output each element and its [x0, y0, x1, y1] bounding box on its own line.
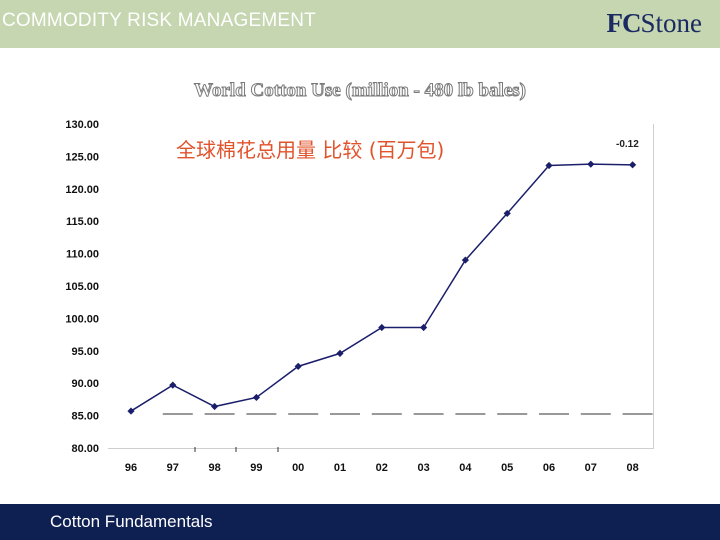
- x-tick-label: 04: [459, 462, 472, 474]
- data-point: [545, 161, 553, 170]
- data-point: [420, 323, 428, 332]
- data-point: [211, 402, 219, 411]
- series-line-path: [130, 163, 633, 412]
- x-tick-label: 08: [626, 462, 638, 474]
- y-tick-label: 115.00: [66, 216, 99, 228]
- data-point: [169, 381, 177, 389]
- y-tick-label: 95.00: [71, 346, 99, 358]
- data-point: [294, 362, 302, 370]
- y-tick-label: 100.00: [65, 313, 99, 325]
- footer-bar: Cotton Fundamentals: [0, 504, 720, 540]
- y-tick-label: 120.00: [65, 184, 99, 196]
- x-tick-label: 97: [167, 462, 179, 474]
- x-tick-label: 03: [417, 462, 429, 474]
- data-point: [252, 393, 260, 402]
- x-tick-label: 96: [125, 462, 137, 474]
- y-tick-label: 105.00: [65, 281, 99, 293]
- header-title: COMMODITY RISK MANAGEMENT: [2, 10, 316, 31]
- x-axis: 96 97 98 99 00 01 02 03 04 05 06 07 08: [125, 462, 639, 474]
- x-tick-label: 00: [292, 462, 304, 474]
- series-line: [127, 160, 637, 415]
- baseline-dashes: [162, 413, 653, 452]
- data-point: [127, 407, 135, 415]
- y-tick-label: 80.00: [71, 443, 99, 455]
- data-point: [629, 161, 637, 169]
- x-tick-label: 06: [543, 462, 555, 474]
- logo-stone-text: Stone: [640, 8, 702, 38]
- logo-fc-text: FC: [606, 8, 641, 38]
- y-tick-label: 110.00: [66, 249, 99, 261]
- y-tick-label: 125.00: [65, 151, 99, 163]
- plot-area: [108, 124, 654, 449]
- x-tick-label: 07: [585, 462, 597, 474]
- change-annotation: -0.12: [616, 139, 639, 150]
- fcstone-logo: FCStone: [606, 8, 702, 39]
- x-tick-label: 01: [334, 462, 346, 474]
- data-point: [587, 160, 595, 168]
- x-tick-label: 98: [208, 462, 220, 474]
- footer-text: Cotton Fundamentals: [50, 512, 213, 531]
- x-tick-label: 99: [250, 462, 262, 474]
- header-bar: COMMODITY RISK MANAGEMENT FCStone: [0, 0, 720, 48]
- y-tick-label: 85.00: [71, 411, 99, 423]
- chinese-subtitle: 全球棉花总用量 比较 (百万包): [176, 138, 445, 162]
- chart-title: World Cotton Use (million - 480 lb bales…: [194, 80, 527, 102]
- y-tick-label: 90.00: [71, 378, 99, 390]
- x-tick-label: 02: [376, 462, 388, 474]
- data-point: [336, 349, 344, 357]
- x-tick-label: 05: [501, 462, 513, 474]
- y-axis: 130.00 125.00 120.00 115.00 110.00 105.00 100.…: [65, 119, 99, 455]
- data-point: [503, 209, 511, 218]
- y-tick-label: 130.00: [65, 119, 99, 131]
- data-point: [378, 323, 386, 332]
- data-point: [461, 256, 469, 264]
